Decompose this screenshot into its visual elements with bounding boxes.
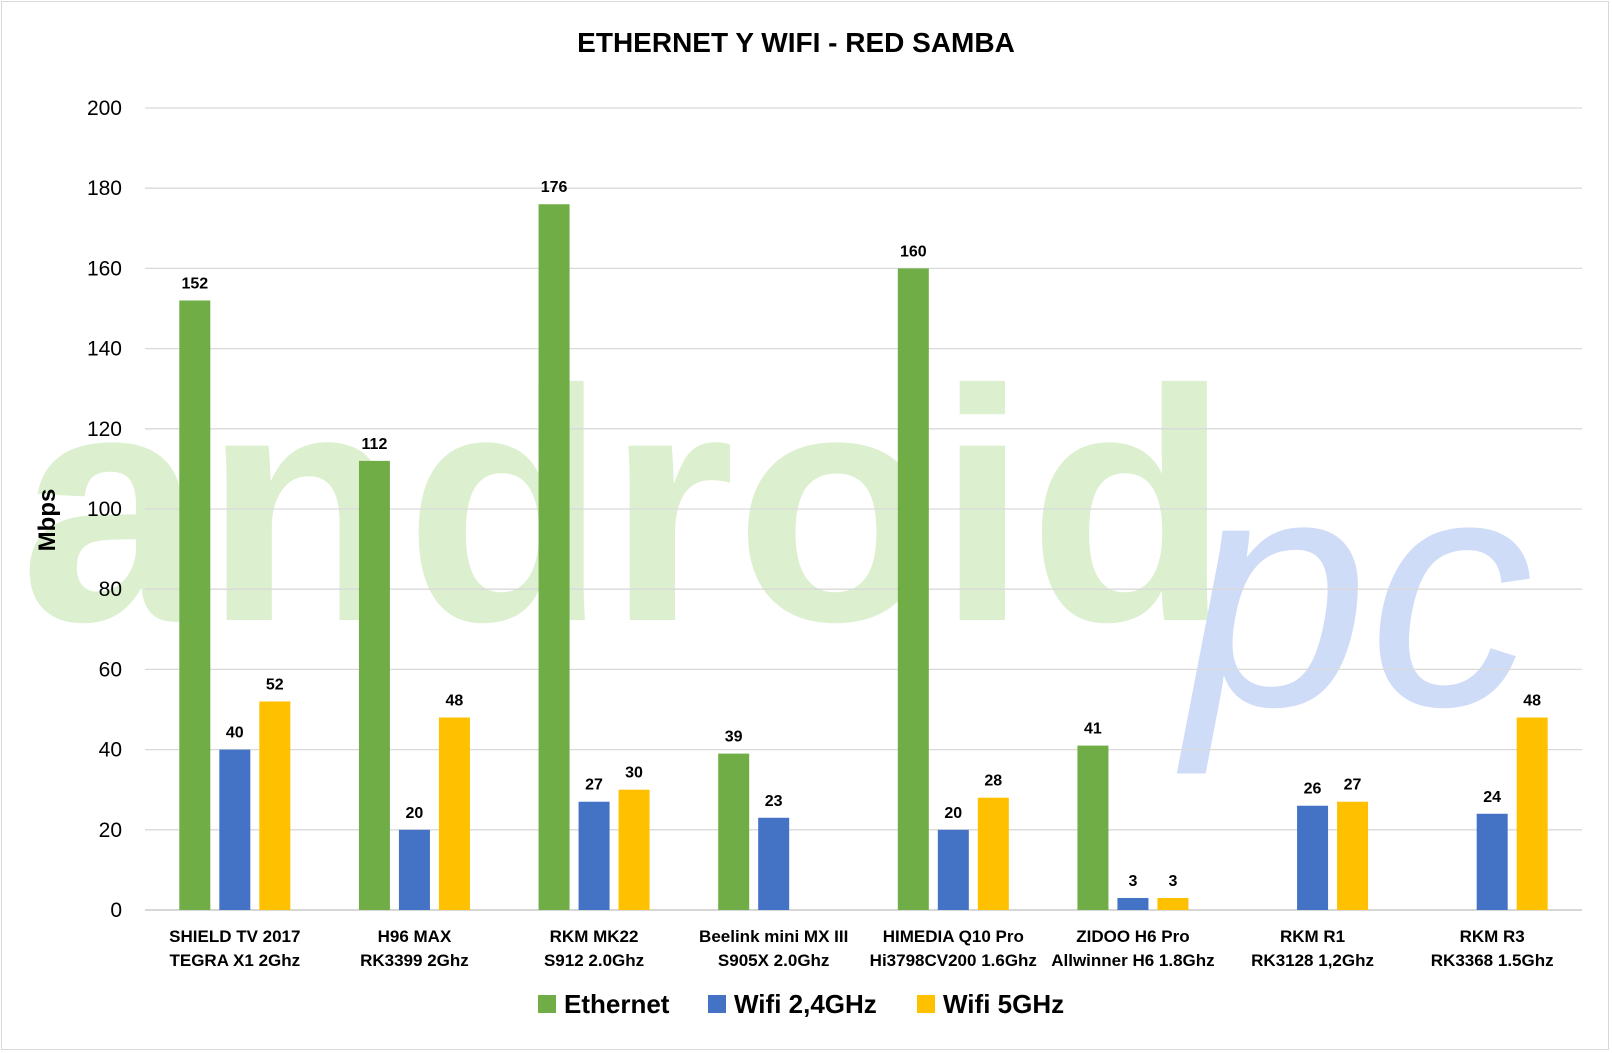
legend-label: Wifi 5GHz <box>943 989 1064 1019</box>
y-tick-label: 200 <box>87 97 122 120</box>
bar-wifi-2-4ghz <box>398 829 430 910</box>
y-tick-label: 60 <box>99 658 122 681</box>
data-label: 48 <box>446 693 464 710</box>
bar-ethernet <box>538 204 570 911</box>
bar-wifi-2-4ghz <box>937 829 969 910</box>
legend-swatch <box>538 995 556 1013</box>
bar-ethernet <box>179 300 211 911</box>
x-tick-label: ZIDOO H6 Pro <box>1076 927 1189 946</box>
data-label: 112 <box>362 436 388 453</box>
watermark-logo: android pc <box>20 321 1534 777</box>
bars <box>179 204 1548 911</box>
bar-ethernet <box>897 268 929 910</box>
data-label: 28 <box>984 773 1002 790</box>
data-label: 40 <box>226 725 244 742</box>
x-tick-label: RKM MK22 <box>550 927 639 946</box>
data-label: 26 <box>1304 781 1322 798</box>
x-tick-label: SHIELD TV 2017 <box>169 927 300 946</box>
y-tick-label: 80 <box>99 578 122 601</box>
legend: Ethernet Wifi 2,4GHz Wifi 5GHz <box>538 989 1064 1019</box>
data-label: 20 <box>406 805 424 822</box>
x-tick-label: RKM R3 <box>1460 927 1525 946</box>
y-tick-label: 20 <box>99 819 122 842</box>
bar-wifi-5ghz <box>1157 897 1189 910</box>
x-tick-label: H96 MAX <box>378 927 452 946</box>
data-label: 48 <box>1523 693 1541 710</box>
data-label: 152 <box>181 275 208 292</box>
data-label: 30 <box>625 765 643 782</box>
y-tick-label: 140 <box>87 338 122 361</box>
y-tick-label: 40 <box>99 739 122 762</box>
x-tick-label: Beelink mini MX III <box>699 927 848 946</box>
legend-label: Wifi 2,4GHz <box>734 989 877 1019</box>
bar-wifi-5ghz <box>1516 717 1548 910</box>
data-label: 176 <box>541 179 568 196</box>
bar-wifi-5ghz <box>1337 801 1369 910</box>
data-label: 27 <box>1344 777 1362 794</box>
legend-label: Ethernet <box>564 989 670 1019</box>
bar-wifi-2-4ghz <box>578 801 610 910</box>
data-label: 27 <box>585 777 603 794</box>
data-label: 24 <box>1483 789 1501 806</box>
watermark-android-text: android <box>20 321 1230 690</box>
data-label: 20 <box>944 805 962 822</box>
bar-wifi-2-4ghz <box>758 817 790 910</box>
y-axis-ticks: 0 20 40 60 80 100 120 140 160 180 200 <box>87 97 122 922</box>
data-label: 52 <box>266 676 284 693</box>
y-tick-label: 0 <box>110 899 122 922</box>
y-axis-label: Mbps <box>34 489 61 552</box>
x-tick-label: Allwinner H6 1.8Ghz <box>1051 951 1214 970</box>
watermark-pc-text: pc <box>1175 406 1534 777</box>
bar-wifi-5ghz <box>977 797 1009 910</box>
legend-swatch <box>917 995 935 1013</box>
y-tick-label: 160 <box>87 257 122 280</box>
x-axis-ticks: SHIELD TV 2017 TEGRA X1 2Ghz H96 MAX RK3399… <box>169 927 1553 970</box>
x-tick-label: HIMEDIA Q10 Pro <box>883 927 1024 946</box>
bar-wifi-2-4ghz <box>219 749 251 910</box>
bar-wifi-5ghz <box>438 717 470 910</box>
data-label: 3 <box>1168 873 1177 890</box>
y-tick-label: 120 <box>87 418 122 441</box>
bar-wifi-5ghz <box>618 789 650 910</box>
bar-ethernet <box>358 460 390 910</box>
x-tick-label: RKM R1 <box>1280 927 1345 946</box>
data-labels: 152 40 52 112 20 48 176 27 30 39 23 160 20 28 41 3 3 26 27… <box>181 179 1541 890</box>
bar-wifi-2-4ghz <box>1117 897 1149 910</box>
data-label: 41 <box>1084 721 1102 738</box>
bar-ethernet <box>718 753 750 910</box>
y-tick-label: 180 <box>87 177 122 200</box>
x-tick-label: TEGRA X1 2Ghz <box>169 951 300 970</box>
bar-ethernet <box>1077 745 1109 910</box>
x-tick-label: Hi3798CV200 1.6Ghz <box>870 951 1037 970</box>
y-tick-label: 100 <box>87 498 122 521</box>
x-tick-label: RK3128 1,2Ghz <box>1251 951 1374 970</box>
data-label: 39 <box>725 729 743 746</box>
data-label: 3 <box>1128 873 1137 890</box>
bar-wifi-5ghz <box>259 701 291 910</box>
chart-title: ETHERNET Y WIFI - RED SAMBA <box>577 27 1015 58</box>
x-tick-label: RK3399 2Ghz <box>360 951 469 970</box>
x-tick-label: RK3368 1.5Ghz <box>1431 951 1554 970</box>
x-tick-label: S905X 2.0Ghz <box>718 951 830 970</box>
bar-wifi-2-4ghz <box>1476 813 1508 910</box>
data-label: 160 <box>900 243 927 260</box>
x-tick-label: S912 2.0Ghz <box>544 951 644 970</box>
data-label: 23 <box>765 793 783 810</box>
bar-wifi-2-4ghz <box>1297 805 1329 910</box>
legend-swatch <box>708 995 726 1013</box>
